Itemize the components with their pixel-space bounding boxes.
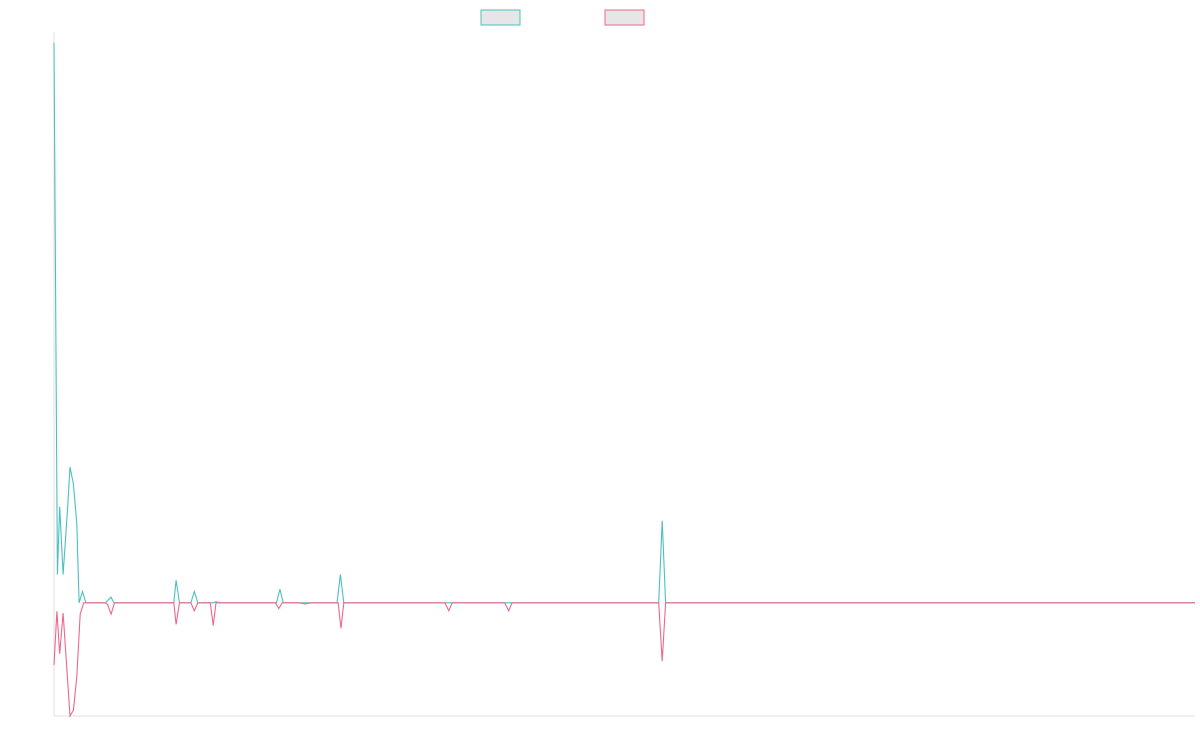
series-layer (53, 42, 1195, 718)
series-line-2 (53, 602, 1195, 718)
legend (480, 9, 645, 26)
legend-swatch-series-1[interactable] (480, 9, 521, 26)
legend-swatch-series-2[interactable] (604, 9, 645, 26)
series-line-1 (53, 42, 1195, 604)
